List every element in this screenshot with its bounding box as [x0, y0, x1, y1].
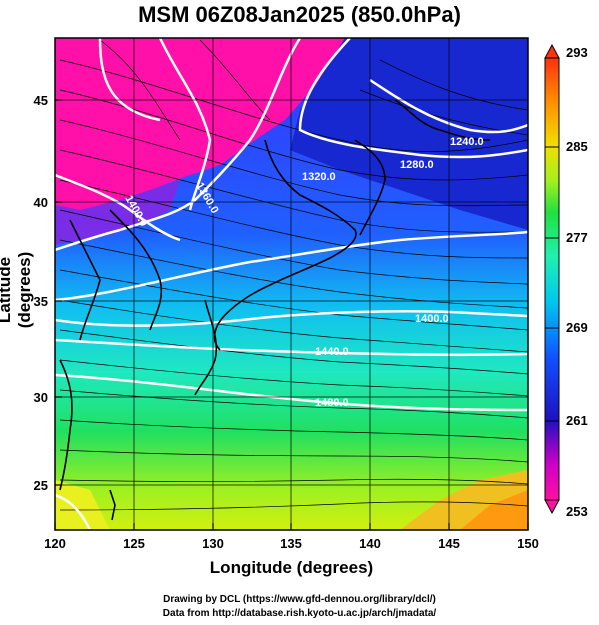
x-tick-label: 120 [44, 536, 66, 551]
geopotential-contours [55, 38, 528, 530]
x-tick-label: 135 [280, 536, 302, 551]
colorbar-bottom-arrow [544, 499, 560, 515]
colorbar-scale [544, 57, 560, 501]
x-tick-label: 145 [438, 536, 460, 551]
temperature-field [55, 38, 528, 530]
contour-label: 1480.0 [315, 397, 349, 409]
colorbar-label: 261 [566, 413, 588, 428]
colorbar-label: 253 [566, 504, 588, 519]
coastlines [59, 99, 491, 521]
y-tick-label: 25 [34, 478, 48, 493]
colorbar-label: 293 [566, 45, 588, 60]
y-axis-label: Latitude (degrees) [0, 251, 34, 329]
y-tick-label: 40 [34, 195, 48, 210]
colorbar-label: 285 [566, 139, 588, 154]
y-axis: 45 40 35 30 25 [34, 93, 62, 493]
contour-label: 1440.0 [315, 346, 349, 358]
y-tick-label: 30 [34, 390, 48, 405]
chart-title: MSM 06Z08Jan2025 (850.0hPa) [138, 2, 461, 27]
colorbar-label: 277 [566, 230, 588, 245]
credit-drawing: Drawing by DCL (https://www.gfd-dennou.o… [163, 594, 436, 605]
x-tick-label: 125 [123, 536, 145, 551]
credit-data: Data from http://database.rish.kyoto-u.a… [162, 608, 437, 619]
grid-lines [55, 38, 528, 530]
contour-label: 1320.0 [302, 171, 336, 183]
contour-label: 1240.0 [450, 136, 484, 148]
y-tick-label: 45 [34, 93, 48, 108]
x-tick-label: 140 [359, 536, 381, 551]
x-tick-label: 130 [202, 536, 224, 551]
x-axis: 120 125 130 135 140 145 150 [44, 523, 539, 551]
contour-label: 1400.0 [415, 313, 449, 325]
colorbar: 293 285 277 269 261 253 [544, 43, 588, 519]
x-tick-label: 150 [517, 536, 539, 551]
y-tick-label: 35 [34, 294, 48, 309]
x-axis-label: Longitude (degrees) [209, 558, 374, 577]
contour-label: 1280.0 [400, 159, 434, 171]
colorbar-label: 269 [566, 320, 588, 335]
colorbar-top-arrow [544, 43, 560, 59]
